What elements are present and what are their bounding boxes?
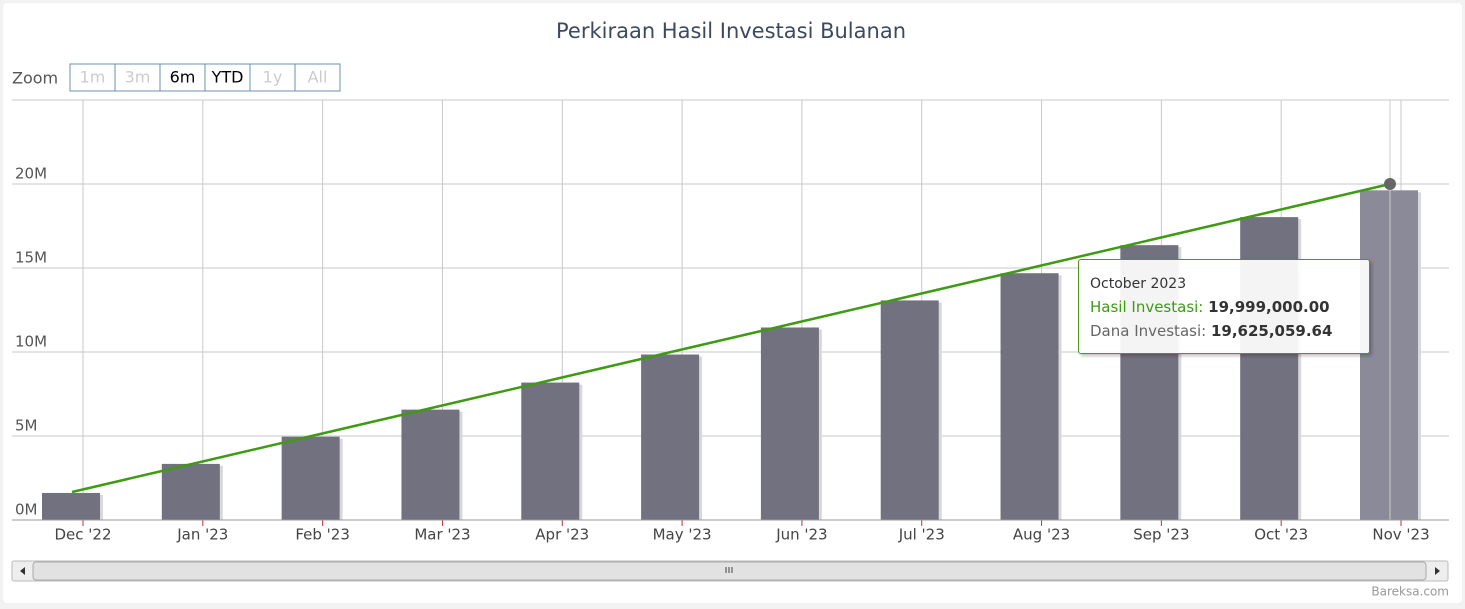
- line-layer: [71, 100, 1396, 520]
- zoom-button-label[interactable]: 1m: [80, 68, 106, 87]
- x-tick-label: Jan '23: [176, 526, 228, 544]
- scrollbar-grip: [725, 567, 733, 573]
- credit: Bareksa.com: [1371, 585, 1449, 599]
- zoom-button-label[interactable]: All: [308, 68, 328, 87]
- zoom-buttons: 1m 3m 6m YTD 1y All: [69, 63, 341, 92]
- bar: [880, 300, 939, 520]
- scroll-right-arrow[interactable]: [1435, 567, 1440, 575]
- bar: [401, 409, 460, 520]
- tooltip-label: Dana Investasi:: [1090, 322, 1207, 340]
- bar: [760, 327, 819, 520]
- zoom-button[interactable]: [204, 63, 251, 92]
- x-tick-label: Sep '23: [1133, 526, 1189, 544]
- x-tick-label: Mar '23: [414, 526, 470, 544]
- tooltip-row: Dana Investasi: 19,625,059.64: [1090, 322, 1332, 340]
- bar: [1360, 190, 1418, 520]
- line: [71, 182, 1391, 494]
- bar: [1000, 273, 1059, 520]
- x-tick-label: May '23: [653, 526, 712, 544]
- x-tick-label: Jul '23: [898, 526, 945, 544]
- zoom-button-label[interactable]: 6m: [170, 68, 196, 87]
- bar: [521, 382, 580, 520]
- tooltip-row: Hasil Investasi: 19,999,000.00: [1090, 298, 1330, 316]
- bar: [42, 492, 100, 520]
- y-tick-label: 10M: [15, 333, 47, 351]
- x-tick-label: Oct '23: [1254, 526, 1308, 544]
- x-tick-label: Aug '23: [1013, 526, 1070, 544]
- x-tick-label: Apr '23: [535, 526, 589, 544]
- tooltip: October 2023 Hasil Investasi: 19,999,000…: [1078, 259, 1370, 354]
- scroll-left-arrow[interactable]: [20, 567, 25, 575]
- hover-marker: [1384, 178, 1396, 191]
- zoom-button-label[interactable]: 3m: [125, 68, 151, 87]
- y-tick-label: 15M: [15, 249, 47, 267]
- x-tick-label: Feb '23: [295, 526, 350, 544]
- tooltip-title: October 2023: [1090, 276, 1187, 292]
- y-tick-label: 20M: [15, 165, 47, 183]
- x-tick-label: Dec '22: [54, 526, 111, 544]
- bar: [281, 436, 340, 520]
- zoom-button-label[interactable]: YTD: [211, 68, 244, 87]
- tooltip-value: 19,625,059.64: [1210, 322, 1333, 340]
- x-axis: Dec '22 Jan '23 Feb '23 Mar '23 Apr '23 May '…: [12, 519, 1449, 544]
- tooltip-value: 19,999,000.00: [1208, 298, 1330, 316]
- zoom-button[interactable]: [114, 63, 161, 92]
- chart-background: [3, 3, 1462, 603]
- bar: [641, 354, 700, 520]
- zoom-button-label[interactable]: 1y: [263, 68, 283, 87]
- y-tick-label: 5M: [15, 417, 38, 435]
- bar: [161, 463, 220, 520]
- y-tick-label: 0M: [15, 501, 38, 519]
- chart-title: Perkiraan Hasil Investasi Bulanan: [556, 19, 906, 43]
- zoom-button[interactable]: [294, 63, 341, 92]
- bars: [42, 190, 1421, 521]
- x-tick-label: Jun '23: [775, 526, 827, 544]
- tooltip-label: Hasil Investasi:: [1090, 298, 1204, 316]
- x-tick-label: Nov '23: [1372, 526, 1429, 544]
- zoom-button[interactable]: [249, 63, 296, 92]
- zoom-label: Zoom: [12, 69, 58, 88]
